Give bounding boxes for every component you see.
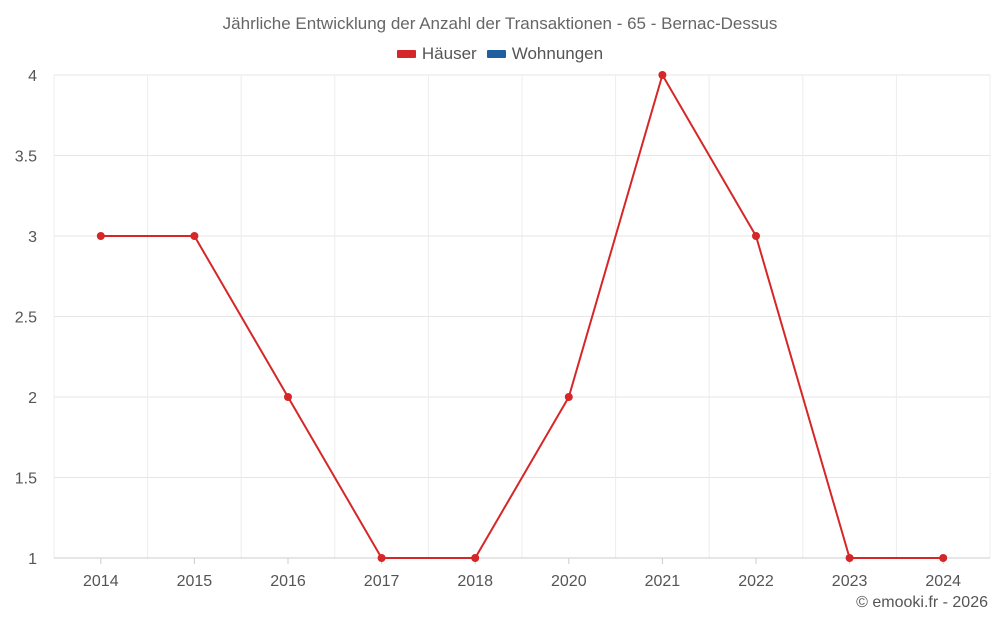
legend-swatch-wohnungen [486, 50, 506, 58]
y-tick-label: 2.5 [15, 310, 37, 327]
data-point[interactable] [939, 554, 948, 562]
data-point[interactable] [284, 393, 292, 401]
y-axis: 1 1.5 2 2.5 3 3.5 4 [15, 68, 37, 568]
data-point[interactable] [564, 393, 573, 401]
data-point[interactable] [190, 232, 199, 240]
data-point[interactable] [752, 232, 760, 240]
data-point[interactable] [377, 554, 386, 562]
x-tick-label: 2016 [270, 573, 306, 590]
x-tick-label: 2022 [738, 573, 774, 590]
x-tick-label: 2021 [645, 573, 681, 590]
x-tick-label: 2023 [832, 573, 868, 590]
y-tick-label: 2 [28, 390, 37, 407]
x-tick-label: 2018 [457, 573, 493, 590]
y-tick-label: 4 [28, 68, 37, 85]
legend-label-wohnungen: Wohnungen [511, 44, 604, 63]
series-layer [96, 71, 948, 562]
x-tick-label: 2014 [83, 573, 119, 590]
data-point[interactable] [845, 554, 854, 562]
legend: Häuser Wohnungen [0, 44, 1000, 64]
y-tick-label: 3.5 [15, 149, 37, 166]
credit-text: © emooki.fr - 2026 [856, 594, 988, 611]
y-tick-label: 1 [28, 551, 37, 568]
y-tick-label: 1.5 [15, 471, 37, 488]
chart-title: Jährliche Entwicklung der Anzahl der Tra… [222, 14, 778, 33]
data-point[interactable] [658, 71, 667, 79]
legend-swatch-haeuser [396, 50, 416, 58]
x-tick-label: 2024 [925, 573, 961, 590]
x-tick-label: 2017 [364, 573, 400, 590]
x-tick-label: 2020 [551, 573, 587, 590]
grid [53, 74, 991, 559]
x-tick-label: 2015 [177, 573, 213, 590]
series-line-0[interactable] [100, 74, 944, 559]
x-axis: 2014 2015 2016 2017 2018 2020 2021 2022 2023 2024 [54, 557, 990, 590]
legend-item-haeuser[interactable]: Häuser [396, 44, 477, 64]
legend-item-wohnungen[interactable]: Wohnungen [486, 44, 604, 64]
data-point[interactable] [96, 232, 105, 240]
y-tick-label: 3 [28, 229, 37, 246]
legend-label-haeuser: Häuser [421, 44, 477, 63]
data-point[interactable] [471, 554, 480, 562]
